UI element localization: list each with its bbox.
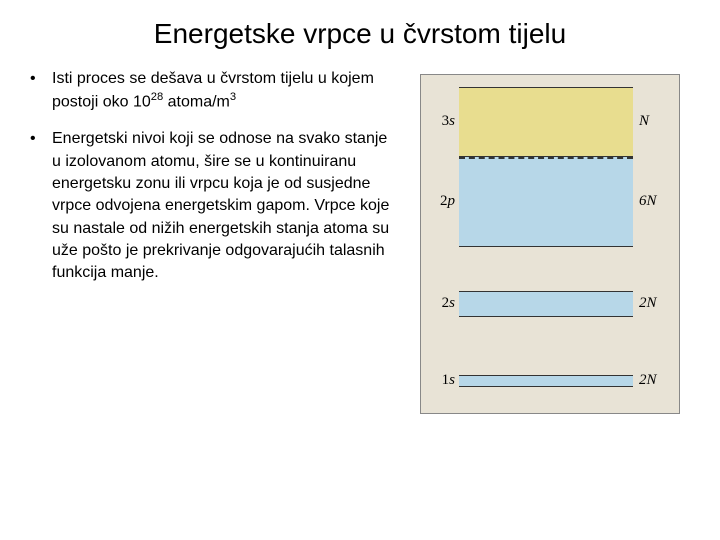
figure-column: 3s N 2p 6N 2s 2N 1s 2N xyxy=(420,68,700,414)
bullet-item: • Isti proces se dešava u čvrstom tijelu… xyxy=(30,68,400,114)
band-label-right: N xyxy=(639,113,673,130)
band-label-left: 2s xyxy=(425,295,455,312)
page-title: Energetske vrpce u čvrstom tijelu xyxy=(0,0,720,68)
bullet-item: • Energetski nivoi koji se odnose na sva… xyxy=(30,128,400,285)
energy-band-3s xyxy=(459,87,633,157)
energy-band-2p xyxy=(459,157,633,247)
bullet-marker: • xyxy=(30,128,52,285)
bullet-text: Energetski nivoi koji se odnose na svako… xyxy=(52,128,400,285)
energy-band-2s xyxy=(459,291,633,317)
energy-band-diagram: 3s N 2p 6N 2s 2N 1s 2N xyxy=(420,74,680,414)
bullet-marker: • xyxy=(30,68,52,114)
bullet-text: Isti proces se dešava u čvrstom tijelu u… xyxy=(52,68,400,114)
energy-band-1s xyxy=(459,375,633,387)
text-column: • Isti proces se dešava u čvrstom tijelu… xyxy=(30,68,420,414)
band-label-left: 1s xyxy=(425,372,455,389)
band-label-left: 2p xyxy=(425,193,455,210)
band-label-right: 2N xyxy=(639,295,673,312)
band-label-left: 3s xyxy=(425,113,455,130)
band-label-right: 6N xyxy=(639,193,673,210)
content-row: • Isti proces se dešava u čvrstom tijelu… xyxy=(0,68,720,414)
band-label-right: 2N xyxy=(639,372,673,389)
